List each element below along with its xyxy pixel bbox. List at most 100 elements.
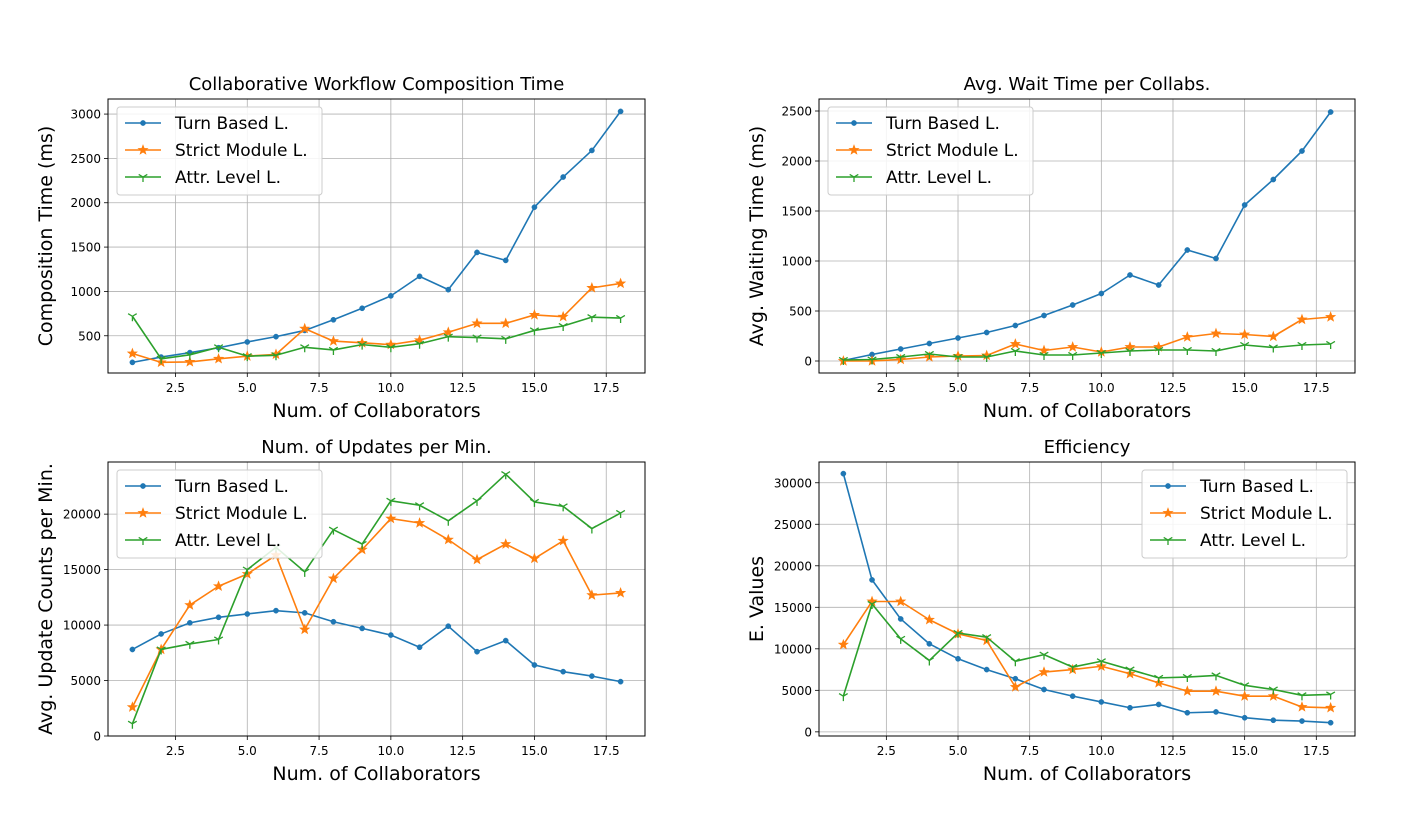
data-point (1039, 651, 1049, 660)
plot-frame (818, 98, 1356, 374)
data-point (1210, 327, 1222, 339)
x-tick-label: 12.5 (1160, 744, 1187, 758)
data-point (129, 359, 136, 366)
legend-swatch-marker (140, 120, 146, 126)
data-point (357, 341, 367, 350)
legend-label: Attr. Level L. (1200, 531, 1306, 551)
data-point (983, 666, 990, 673)
legend-swatch-marker (851, 120, 857, 126)
data-point (896, 635, 906, 644)
data-point (1182, 673, 1192, 683)
x-tick-label: 12.5 (1160, 381, 1187, 395)
data-point (1213, 255, 1219, 262)
x-tick-label: 7.5 (310, 381, 329, 395)
data-point (1299, 718, 1305, 724)
plot-frame (107, 461, 646, 737)
chart-title: Num. of Updates per Min. (261, 437, 492, 458)
series-line (132, 609, 621, 683)
data-point (529, 498, 540, 507)
data-point (501, 335, 511, 344)
data-point (127, 313, 138, 322)
x-tick-label: 2.5 (877, 381, 896, 395)
data-point (1153, 341, 1165, 352)
data-point (474, 249, 480, 256)
x-tick-label: 12.5 (449, 381, 476, 395)
data-point (1325, 701, 1337, 713)
legend-box (116, 469, 323, 559)
data-point (442, 533, 454, 545)
legend-label: Turn Based L. (174, 477, 289, 497)
data-point (301, 610, 308, 616)
data-point (1297, 341, 1307, 350)
legend-entry: Turn Based L. (125, 114, 289, 134)
chart-title: Collaborative Workflow Composition Time (189, 74, 565, 95)
x-tick-label: 5.0 (238, 381, 257, 395)
data-point (1009, 681, 1021, 692)
legend-label: Turn Based L. (885, 114, 1000, 134)
data-point (617, 108, 624, 115)
data-point (213, 344, 224, 353)
x-tick-label: 12.5 (449, 744, 476, 758)
data-point (869, 577, 875, 583)
x-tick-label: 5.0 (238, 744, 257, 758)
y-tick-label: 2500 (70, 152, 101, 166)
data-point (1125, 347, 1135, 356)
data-point (1038, 666, 1050, 677)
series-3 (838, 340, 1336, 365)
data-point (126, 701, 138, 712)
legend-label: Turn Based L. (174, 114, 289, 134)
data-point (186, 620, 193, 626)
data-point (926, 640, 933, 647)
data-point (445, 623, 452, 630)
legend: Turn Based L. Strict Module L. Attr. Level… (827, 106, 1034, 196)
data-point (472, 334, 482, 343)
chart-title: Efficiency (1044, 437, 1131, 458)
x-tick-label: 17.5 (1303, 381, 1330, 395)
y-tick-label: 0 (804, 725, 812, 739)
data-point (244, 611, 251, 617)
data-point (586, 589, 598, 600)
data-point (531, 662, 538, 668)
legend-swatch-marker (1162, 507, 1174, 518)
data-point (955, 335, 961, 341)
data-point (1327, 719, 1334, 726)
legend-label: Turn Based L. (1199, 477, 1314, 497)
legend-entry: Attr. Level L. (125, 531, 281, 551)
legend: Turn Based L. Strict Module L. Attr. Level… (116, 469, 323, 559)
legend-swatch-marker (137, 507, 149, 518)
legend-swatch-marker (137, 144, 149, 155)
plot-frame (818, 461, 1356, 737)
data-point (837, 638, 849, 650)
series-3 (838, 600, 1336, 702)
data-point (1069, 302, 1076, 308)
y-tick-label: 15000 (63, 563, 101, 577)
data-point (445, 286, 452, 293)
data-point (126, 347, 138, 359)
series-3 (127, 313, 626, 364)
data-point (926, 340, 933, 347)
legend-entry: Turn Based L. (1150, 477, 1314, 497)
data-point (1210, 685, 1222, 696)
data-point (897, 616, 904, 622)
series-1 (840, 109, 1334, 364)
data-point (1127, 272, 1133, 278)
data-point (1098, 290, 1105, 297)
data-point (500, 317, 512, 329)
data-point (386, 497, 396, 506)
series-line (131, 473, 621, 725)
legend-swatch-marker (1163, 536, 1173, 545)
legend-swatch-marker (849, 173, 859, 182)
data-point (840, 470, 847, 477)
data-point (557, 534, 569, 546)
data-point (1012, 675, 1019, 682)
data-point (328, 526, 339, 535)
x-tick-label: 7.5 (310, 744, 329, 758)
data-point (896, 353, 906, 362)
data-point (1127, 704, 1133, 711)
data-point (1213, 709, 1219, 715)
x-tick-label: 7.5 (1020, 744, 1039, 758)
legend-label: Attr. Level L. (175, 531, 281, 551)
data-point (1067, 341, 1079, 352)
